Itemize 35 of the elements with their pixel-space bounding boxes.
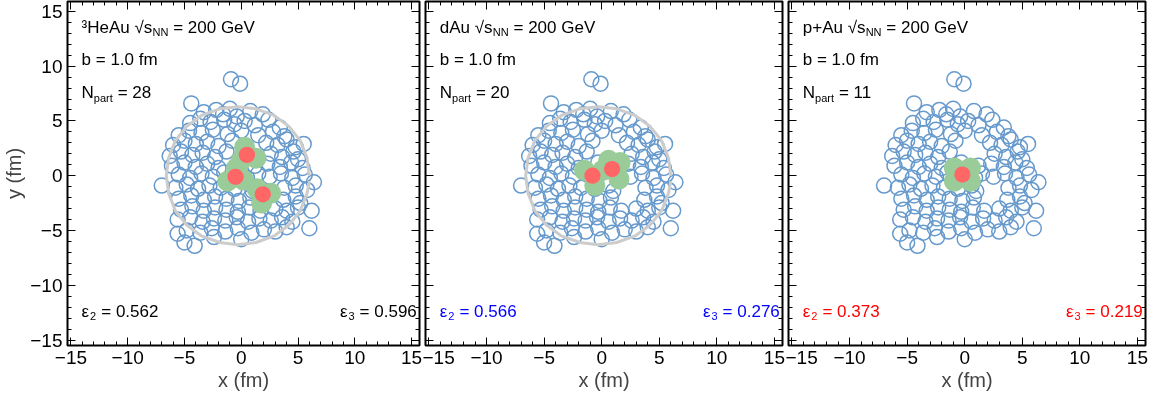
x-tick-label: 0 bbox=[235, 346, 247, 368]
x-axis-title: x (fm) bbox=[578, 368, 630, 391]
annotation: b = 1.0 fm bbox=[439, 50, 516, 70]
x-tick-label: 10 bbox=[1069, 346, 1091, 368]
y-tick-label: −10 bbox=[30, 274, 63, 296]
x-axis-title: x (fm) bbox=[941, 368, 993, 391]
x-tick-label: −10 bbox=[111, 346, 144, 368]
x-tick-label: 5 bbox=[1016, 346, 1028, 368]
x-tick-label: 15 bbox=[1126, 346, 1149, 368]
y-tick-label: 0 bbox=[51, 165, 63, 187]
x-tick-label: 10 bbox=[706, 346, 728, 368]
x-tick-label: 10 bbox=[344, 346, 366, 368]
x-tick-label: 15 bbox=[763, 346, 786, 368]
y-tick-label: −5 bbox=[40, 219, 63, 241]
x-tick-label: 0 bbox=[596, 346, 607, 368]
line-series bbox=[164, 105, 311, 247]
y-tick-label: 15 bbox=[41, 0, 63, 22]
x-tick-label: 5 bbox=[292, 346, 304, 368]
x-tick-label: −5 bbox=[173, 346, 196, 368]
y-tick-label: 5 bbox=[51, 110, 63, 132]
y-tick-label: 10 bbox=[41, 55, 63, 77]
x-tick-label: 5 bbox=[653, 346, 665, 368]
x-tick-label: −5 bbox=[533, 346, 555, 368]
x-tick-label: −10 bbox=[470, 346, 503, 368]
annotation: b = 1.0 fm bbox=[81, 50, 158, 70]
y-axis-title: y (fm) bbox=[3, 147, 26, 200]
x-tick-label: −10 bbox=[833, 346, 866, 368]
x-tick-label: 0 bbox=[959, 346, 970, 368]
x-tick-label: 15 bbox=[400, 346, 423, 368]
x-axis-title: x (fm) bbox=[217, 368, 270, 391]
annotation: b = 1.0 fm bbox=[802, 50, 879, 70]
y-tick-label: −15 bbox=[30, 329, 63, 351]
x-tick-label: −15 bbox=[422, 346, 455, 368]
x-tick-label: −15 bbox=[785, 346, 818, 368]
x-tick-label: −5 bbox=[896, 346, 918, 368]
